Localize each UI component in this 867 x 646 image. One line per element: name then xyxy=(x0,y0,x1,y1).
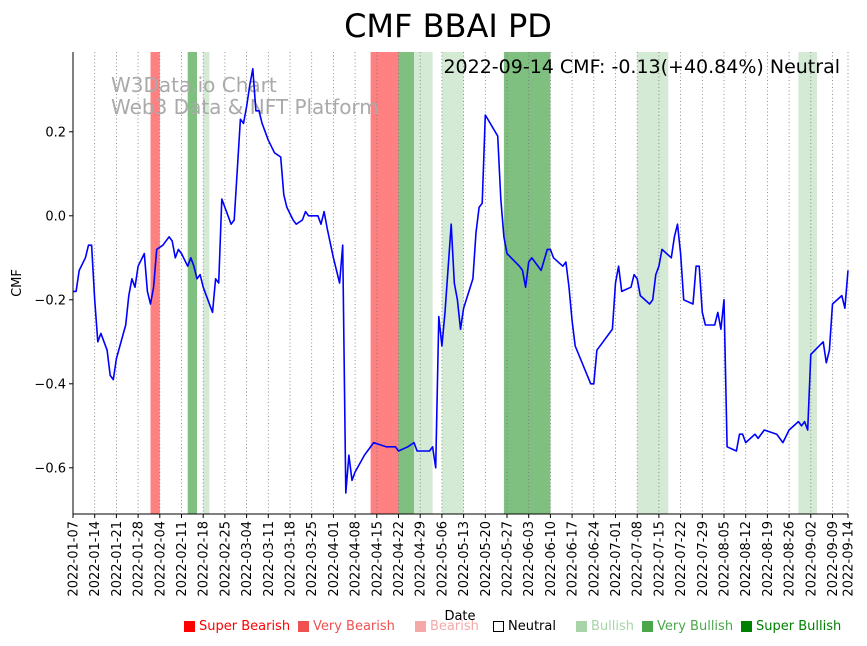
x-tick-label: 2022-03-18 xyxy=(284,521,299,597)
legend-item-super-bullish: Super Bullish xyxy=(741,619,841,634)
x-tick-label: 2022-02-04 xyxy=(153,521,168,597)
x-axis-label: Date xyxy=(444,609,475,624)
signal-legend: Super Bearish Very Bearish Bearish Neutral B… xyxy=(0,619,867,639)
x-tick-label: 2022-09-02 xyxy=(804,521,819,597)
y-ticks: 0.2 0.0 −0.2 −0.4 −0.6 xyxy=(34,125,73,476)
band-bullish xyxy=(203,52,210,514)
x-tick-label: 2022-09-09 xyxy=(826,521,841,597)
x-tick-label: 2022-03-04 xyxy=(240,521,255,597)
x-tick-label: 2022-01-14 xyxy=(88,521,103,597)
x-tick-label: 2022-04-22 xyxy=(392,521,407,597)
x-tick-label: 2022-08-19 xyxy=(761,521,776,597)
legend-label: Very Bullish xyxy=(657,619,734,634)
y-tick-label: 0.2 xyxy=(45,125,66,140)
y-tick-label: −0.4 xyxy=(34,377,66,392)
band-bullish xyxy=(798,52,817,514)
x-tick-label: 2022-08-26 xyxy=(783,521,798,597)
y-axis-label: CMF xyxy=(10,269,25,297)
x-tick-label: 2022-08-05 xyxy=(718,521,733,597)
x-tick-label: 2022-01-07 xyxy=(67,521,82,597)
band-very-bearish xyxy=(150,52,160,514)
legend-item-very-bearish: Very Bearish xyxy=(298,619,395,634)
x-tick-label: 2022-06-17 xyxy=(566,521,581,597)
signal-bands xyxy=(150,52,817,514)
legend-label: Super Bearish xyxy=(199,619,291,634)
band-bullish xyxy=(414,52,433,514)
legend-swatch xyxy=(415,621,426,632)
band-very-bearish xyxy=(370,52,399,514)
cmf-series xyxy=(73,68,849,494)
x-ticks: 2022-01-07 2022-01-14 2022-01-21 2022-01-28… xyxy=(67,514,857,597)
x-tick-label: 2022-07-01 xyxy=(609,521,624,597)
legend-swatch xyxy=(576,621,587,632)
latest-value-annotation: 2022-09-14 CMF: -0.13(+40.84%) Neutral xyxy=(443,56,840,78)
x-tick-label: 2022-01-28 xyxy=(132,521,147,597)
x-tick-label: 2022-04-29 xyxy=(414,521,429,597)
x-tick-label: 2022-04-08 xyxy=(349,521,364,597)
legend-label: Neutral xyxy=(508,619,556,634)
x-tick-label: 2022-07-29 xyxy=(696,521,711,597)
legend-label: Bearish xyxy=(430,619,479,634)
x-tick-label: 2022-06-10 xyxy=(544,521,559,597)
y-tick-label: −0.2 xyxy=(34,293,66,308)
legend-item-neutral: Neutral xyxy=(493,619,556,634)
legend-swatch xyxy=(184,621,195,632)
x-tick-label: 2022-03-11 xyxy=(262,521,277,597)
legend-label: Super Bullish xyxy=(756,619,842,634)
vertical-gridlines xyxy=(72,52,849,514)
y-tick-label: −0.6 xyxy=(34,461,66,476)
legend-swatch xyxy=(493,621,504,632)
legend-item-very-bullish: Very Bullish xyxy=(642,619,733,634)
x-tick-label: 2022-02-11 xyxy=(175,521,190,597)
x-tick-label: 2022-02-18 xyxy=(197,521,212,597)
x-tick-label: 2022-07-15 xyxy=(652,521,667,597)
axes xyxy=(72,52,848,515)
legend-item-bullish: Bullish xyxy=(576,619,634,634)
cmf-line xyxy=(73,68,849,494)
x-tick-label: 2022-06-03 xyxy=(522,521,537,597)
x-tick-label: 2022-08-12 xyxy=(739,521,754,597)
legend-swatch xyxy=(298,621,309,632)
y-tick-label: 0.0 xyxy=(45,209,66,224)
legend-swatch xyxy=(642,621,653,632)
x-tick-label: 2022-06-24 xyxy=(587,521,602,597)
legend-item-super-bearish: Super Bearish xyxy=(184,619,290,634)
x-tick-label: 2022-05-27 xyxy=(501,521,516,597)
legend-label: Bullish xyxy=(591,619,635,634)
x-tick-label: 2022-04-01 xyxy=(327,521,342,597)
x-tick-label: 2022-09-14 xyxy=(842,521,857,597)
x-tick-label: 2022-05-06 xyxy=(435,521,450,597)
x-tick-label: 2022-05-20 xyxy=(479,521,494,597)
x-tick-label: 2022-05-13 xyxy=(457,521,472,597)
band-bullish xyxy=(637,52,669,514)
legend-item-bearish: Bearish xyxy=(415,619,479,634)
x-tick-label: 2022-01-21 xyxy=(110,521,125,597)
legend-swatch xyxy=(741,621,752,632)
x-tick-label: 2022-07-08 xyxy=(631,521,646,597)
legend-label: Very Bearish xyxy=(313,619,395,634)
x-tick-label: 2022-03-25 xyxy=(305,521,320,597)
x-tick-label: 2022-04-15 xyxy=(370,521,385,597)
band-very-bullish xyxy=(187,52,197,514)
chart-title: CMF BBAI PD xyxy=(344,7,552,45)
band-bullish xyxy=(441,52,464,514)
x-tick-label: 2022-02-25 xyxy=(218,521,233,597)
x-tick-label: 2022-07-22 xyxy=(674,521,689,597)
band-very-bullish xyxy=(398,52,414,514)
band-super-bullish xyxy=(503,52,551,514)
